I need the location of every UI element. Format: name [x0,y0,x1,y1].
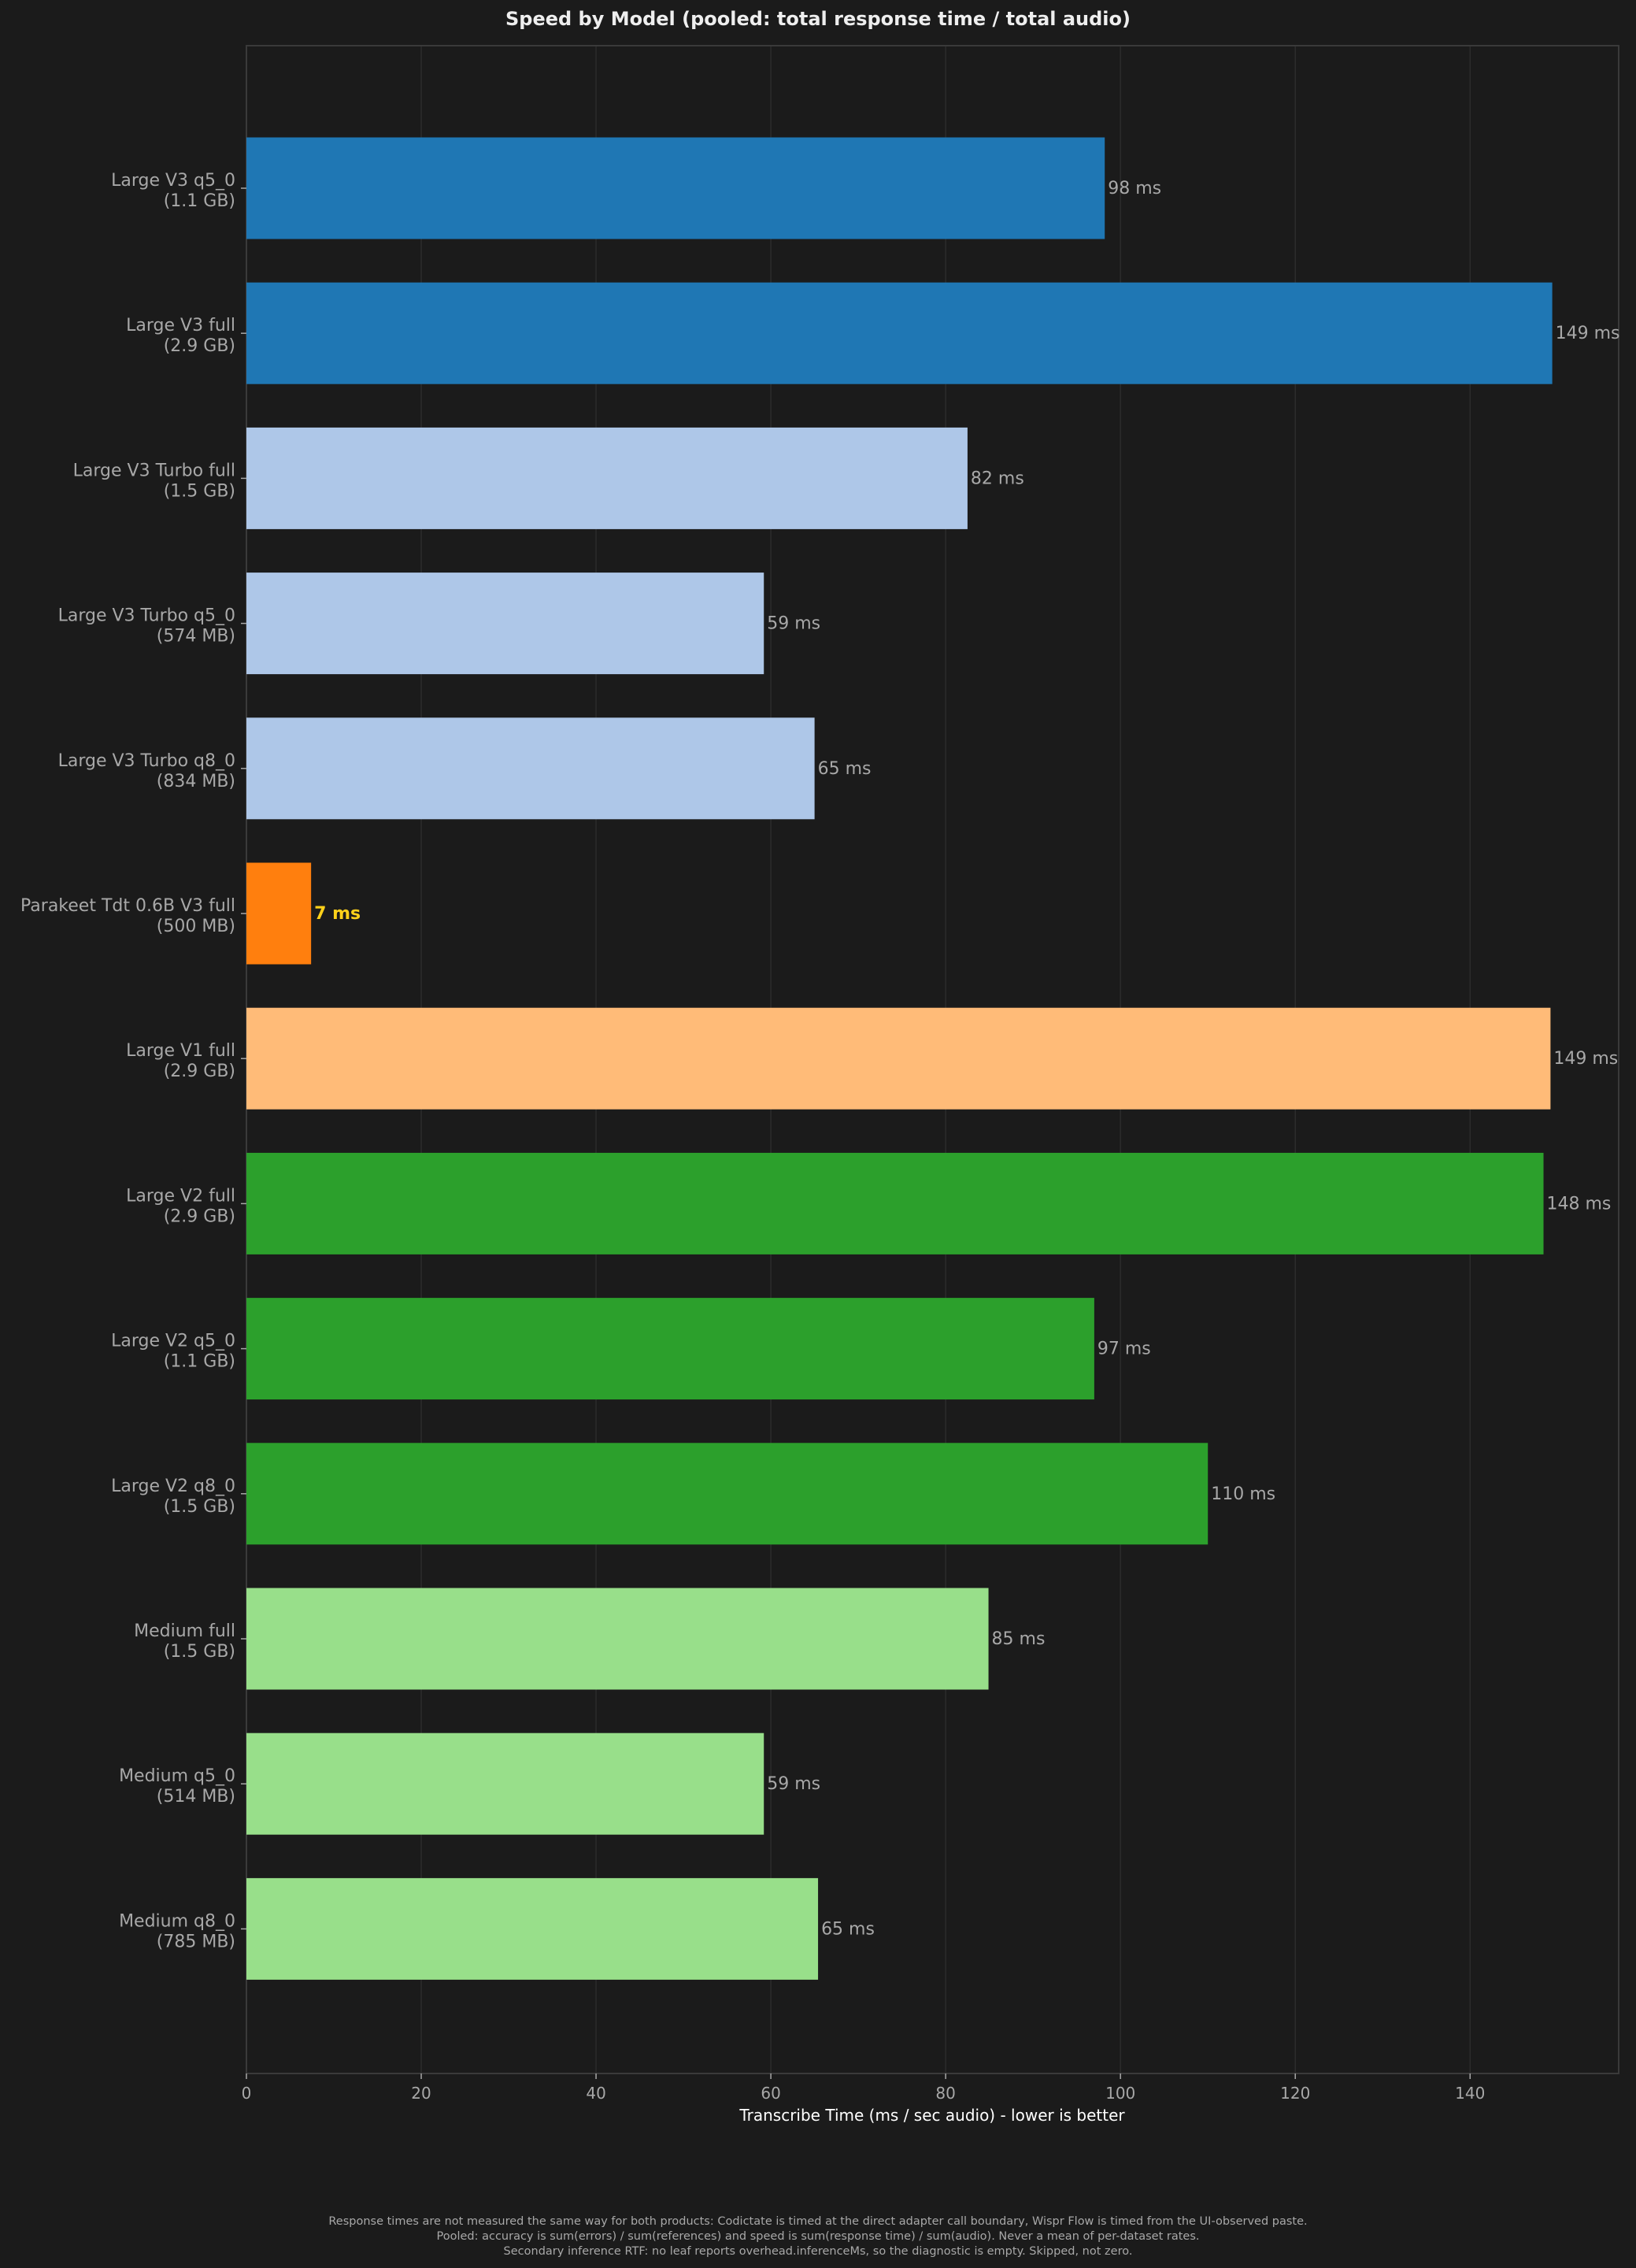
x-tick-label: 140 [1455,2084,1485,2103]
y-tick-sublabel: (1.1 GB) [164,191,235,211]
bar [246,1877,819,1980]
y-tick-label: Large V2 q5_0 [111,1332,235,1351]
y-tick-sublabel: (500 MB) [157,917,235,936]
y-tick-sublabel: (1.1 GB) [164,1352,235,1372]
bar-value-label: 59 ms [767,614,820,634]
bar [246,1007,1551,1110]
bar [246,1443,1208,1545]
y-tick-label: Large V1 full [126,1041,235,1061]
bar-value-label: 149 ms [1556,324,1620,343]
y-tick-sublabel: (1.5 GB) [164,481,235,501]
bar-value-label: 97 ms [1097,1340,1151,1359]
y-tick-label: Large V3 full [126,316,235,335]
y-tick-labels: Large V3 q5_0(1.1 GB)Large V3 full(2.9 G… [20,171,246,1951]
y-tick-sublabel: (2.9 GB) [164,336,235,356]
y-tick-sublabel: (1.5 GB) [164,1642,235,1662]
x-tick-label: 20 [411,2084,431,2103]
bar-value-label: 59 ms [767,1774,820,1794]
y-tick-sublabel: (1.5 GB) [164,1497,235,1517]
x-tick-label: 40 [586,2084,605,2103]
y-tick-sublabel: (514 MB) [157,1787,235,1807]
y-tick-label: Medium q8_0 [119,1911,235,1931]
bar-value-label: 82 ms [971,469,1024,488]
chart-title: Speed by Model (pooled: total response t… [505,8,1131,30]
bar [246,573,764,675]
x-tick-label: 100 [1105,2084,1135,2103]
bar-value-label: 98 ms [1108,179,1161,198]
footer-note-line: Secondary inference RTF: no leaf reports… [503,2245,1133,2258]
bar-value-label: 110 ms [1211,1484,1275,1504]
y-tick-label: Large V3 q5_0 [111,171,235,191]
bars: 98 ms 149 ms 82 ms 59 ms 65 ms 7 ms 149 ms 148 … [246,137,1620,1980]
y-tick-label: Large V3 Turbo q5_0 [58,606,235,626]
bar [246,1152,1544,1254]
bar-value-label: 148 ms [1547,1194,1612,1214]
bar-value-label: 65 ms [821,1919,875,1939]
x-tick-label: 80 [935,2084,955,2103]
bar-value-label: 65 ms [818,759,872,779]
bar-value-label: 149 ms [1553,1049,1618,1069]
bar [246,862,312,965]
y-tick-label: Large V2 full [126,1186,235,1206]
x-tick-label: 60 [761,2084,780,2103]
bar-value-label: 85 ms [992,1629,1046,1649]
x-tick-label: 0 [242,2084,252,2103]
y-tick-sublabel: (2.9 GB) [164,1062,235,1081]
footer-notes: Response times are not measured the same… [0,2214,1636,2259]
y-tick-sublabel: (2.9 GB) [164,1206,235,1226]
footer-note-line: Pooled: accuracy is sum(errors) / sum(re… [436,2230,1200,2243]
x-tick-label: 120 [1280,2084,1310,2103]
bar-value-label: 7 ms [314,904,361,924]
y-tick-label: Large V2 q8_0 [111,1477,235,1496]
bar [246,282,1553,384]
bar [246,137,1105,239]
y-tick-sublabel: (785 MB) [157,1932,235,1951]
footer-note-line: Response times are not measured the same… [328,2215,1308,2228]
bar [246,1588,989,1690]
bar [246,1298,1094,1400]
y-tick-label: Medium q5_0 [119,1766,235,1786]
y-tick-label: Medium full [134,1621,235,1641]
bar [246,717,815,820]
y-tick-label: Parakeet Tdt 0.6B V3 full [20,896,235,916]
y-tick-sublabel: (834 MB) [157,772,235,791]
bar [246,1732,764,1835]
bar [246,427,968,529]
y-tick-label: Large V3 Turbo q8_0 [58,751,235,771]
y-tick-label: Large V3 Turbo full [73,461,235,480]
y-tick-sublabel: (574 MB) [157,627,235,647]
x-axis-label: Transcribe Time (ms / sec audio) - lower… [738,2106,1125,2125]
x-tick-labels: 0 20 40 60 80 100 120 140 [242,2073,1485,2103]
